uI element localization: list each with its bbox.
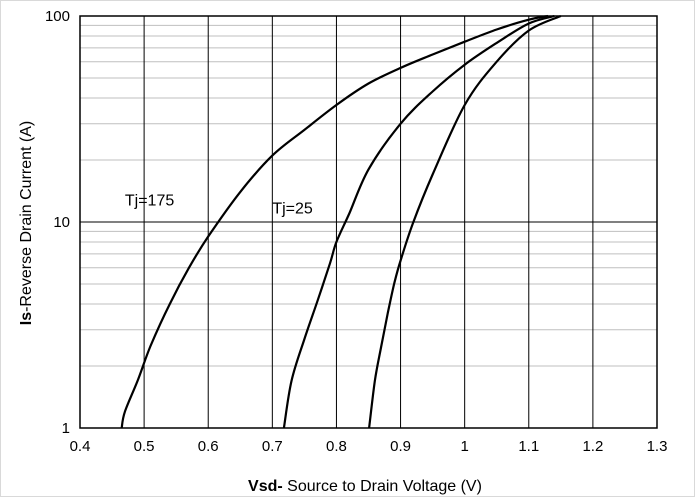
x-tick-label: 0.4 [70, 438, 91, 455]
y-tick-label: 10 [53, 214, 70, 231]
y-axis-title-bold: Is [18, 312, 35, 325]
x-tick-label: 0.9 [390, 438, 411, 455]
x-tick-label: 1.2 [582, 438, 603, 455]
x-axis-title-bold: Vsd- [248, 478, 283, 495]
curves [120, 14, 562, 429]
x-tick-label: 1 [460, 438, 468, 455]
x-axis-title-rest: Source to Drain Voltage (V) [283, 478, 482, 495]
series-curve-2 [282, 14, 555, 429]
y-tick-labels: 1 10 100 [45, 8, 70, 437]
x-tick-label: 0.6 [198, 438, 219, 455]
y-axis-title: Is-Reverse Drain Current (A) [18, 121, 35, 326]
x-tick-label: 0.8 [326, 438, 347, 455]
x-tick-label: 0.7 [262, 438, 283, 455]
y-axis-title-rest: -Reverse Drain Current (A) [18, 121, 35, 312]
annotations: Tj=175 Tj=25 [125, 193, 313, 218]
x-tick-label: 0.5 [134, 438, 155, 455]
series-curve-3 [368, 14, 562, 429]
x-tick-label: 1.1 [518, 438, 539, 455]
x-tick-label: 1.3 [647, 438, 668, 455]
curve-label: Tj=25 [272, 200, 313, 217]
plot-border [79, 15, 658, 429]
minor-gridlines [80, 24, 657, 367]
y-tick-label: 100 [45, 8, 70, 25]
x-tick-labels: 0.4 0.5 0.6 0.7 0.8 0.9 1 1.1 1.2 1.3 [70, 438, 668, 455]
series-curve-1 [120, 14, 549, 429]
y-tick-label: 1 [62, 420, 70, 437]
x-axis-title: Vsd- Source to Drain Voltage (V) [248, 478, 482, 495]
curve-label: Tj=175 [125, 193, 174, 210]
